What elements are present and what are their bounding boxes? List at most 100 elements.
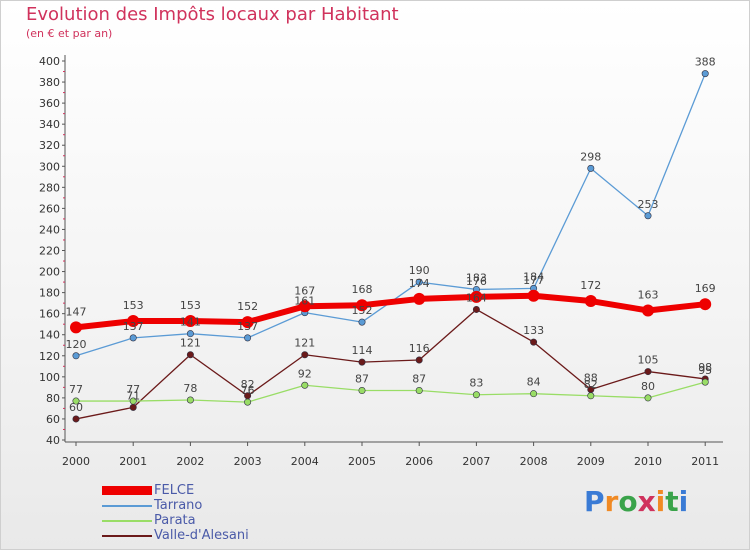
data-label-parata-2011: 95 — [698, 364, 712, 377]
legend-label-valle-d-alesani: Valle-d'Alesani — [154, 528, 249, 543]
series-line-tarrano — [75, 73, 706, 357]
y-tick-label-320: 320 — [39, 139, 60, 152]
point-valle-d-alesani-2005 — [358, 358, 366, 366]
data-label-tarrano-2002: 141 — [180, 316, 201, 329]
point-tarrano-2001 — [129, 334, 137, 342]
data-label-felce-2008: 177 — [523, 274, 544, 287]
point-tarrano-2005 — [358, 318, 366, 326]
data-label-tarrano-2006: 190 — [409, 264, 430, 277]
data-label-valle-d-alesani-2002: 121 — [180, 337, 201, 350]
point-parata-2008 — [530, 390, 538, 398]
y-tick-label-240: 240 — [39, 223, 60, 236]
point-parata-2006 — [415, 387, 423, 395]
x-tick-label-2011: 2011 — [691, 455, 719, 468]
point-felce-2007 — [470, 290, 483, 303]
point-parata-2004 — [301, 381, 309, 389]
data-label-parata-2010: 80 — [641, 380, 655, 393]
point-felce-2002 — [184, 315, 197, 328]
data-label-tarrano-2004: 161 — [294, 295, 315, 308]
point-tarrano-2009 — [587, 164, 595, 172]
x-tick-label-2002: 2002 — [176, 455, 204, 468]
data-label-tarrano-2001: 137 — [123, 320, 144, 333]
data-label-valle-d-alesani-2005: 114 — [352, 344, 373, 357]
point-parata-2001 — [129, 397, 137, 405]
point-valle-d-alesani-2007 — [472, 305, 480, 313]
data-label-tarrano-2003: 137 — [237, 320, 258, 333]
x-tick-label-2004: 2004 — [291, 455, 319, 468]
point-valle-d-alesani-2008 — [530, 338, 538, 346]
point-parata-2009 — [587, 392, 595, 400]
data-label-felce-2001: 153 — [123, 299, 144, 312]
data-label-felce-2002: 153 — [180, 299, 201, 312]
y-tick-label-80: 80 — [46, 392, 60, 405]
data-label-tarrano-2009: 298 — [580, 150, 601, 163]
chart-title: Evolution des Impôts locaux par Habitant — [26, 4, 399, 25]
y-tick-label-220: 220 — [39, 245, 60, 258]
x-tick-label-2009: 2009 — [577, 455, 605, 468]
y-tick-label-160: 160 — [39, 308, 60, 321]
data-label-valle-d-alesani-2010: 105 — [638, 354, 659, 367]
point-felce-2005 — [356, 299, 368, 312]
point-tarrano-2000 — [72, 352, 80, 360]
x-tick-label-2003: 2003 — [234, 455, 262, 468]
x-tick-label-2010: 2010 — [634, 455, 662, 468]
point-parata-2011 — [701, 378, 709, 386]
data-label-felce-2005: 168 — [352, 283, 373, 296]
point-tarrano-2003 — [244, 334, 252, 342]
data-label-parata-2002: 78 — [183, 382, 197, 395]
proxiti-logo: Proxiti — [584, 485, 689, 518]
point-valle-d-alesani-2006 — [415, 356, 423, 364]
data-label-parata-2009: 82 — [584, 378, 598, 391]
x-tick-label-2001: 2001 — [119, 455, 147, 468]
point-felce-2004 — [298, 300, 311, 313]
point-valle-d-alesani-2000 — [72, 415, 80, 423]
series-line-valle-d-alesani — [75, 308, 706, 420]
data-label-felce-2010: 163 — [638, 289, 659, 302]
point-parata-2005 — [358, 387, 366, 395]
y-tick-label-60: 60 — [46, 413, 60, 426]
point-felce-2011 — [699, 298, 712, 311]
data-label-valle-d-alesani-2004: 121 — [294, 337, 315, 350]
data-label-tarrano-2007: 183 — [466, 271, 487, 284]
data-label-felce-2011: 169 — [695, 282, 716, 295]
y-tick-label-260: 260 — [39, 202, 60, 215]
data-label-tarrano-2011: 388 — [695, 56, 716, 69]
data-label-valle-d-alesani-2008: 133 — [523, 324, 544, 337]
y-tick-label-120: 120 — [39, 350, 60, 363]
data-label-parata-2006: 87 — [412, 373, 426, 386]
point-tarrano-2010 — [644, 212, 652, 220]
data-label-tarrano-2005: 152 — [352, 304, 373, 317]
point-tarrano-2011 — [701, 70, 709, 78]
legend-swatch-felce — [102, 486, 152, 495]
data-label-valle-d-alesani-2006: 116 — [409, 342, 430, 355]
data-label-parata-2005: 87 — [355, 373, 369, 386]
point-felce-2003 — [241, 316, 254, 329]
data-label-valle-d-alesani-2003: 82 — [241, 378, 255, 391]
data-label-felce-2000: 147 — [66, 305, 87, 318]
data-label-parata-2003: 76 — [241, 384, 255, 397]
point-felce-2009 — [584, 295, 597, 308]
data-label-parata-2007: 83 — [469, 377, 483, 390]
x-tick-label-2000: 2000 — [62, 455, 90, 468]
series-line-felce — [75, 292, 706, 331]
data-label-tarrano-2008: 184 — [523, 270, 544, 283]
x-tick-label-2008: 2008 — [520, 455, 548, 468]
x-tick-label-2007: 2007 — [462, 455, 490, 468]
y-tick-label-280: 280 — [39, 181, 60, 194]
point-valle-d-alesani-2001 — [129, 403, 137, 411]
data-label-parata-2008: 84 — [527, 376, 541, 389]
data-label-tarrano-2000: 120 — [66, 338, 87, 351]
point-felce-2008 — [527, 289, 540, 302]
data-label-parata-2004: 92 — [298, 367, 312, 380]
series-line-parata — [76, 381, 706, 403]
y-tick-label-200: 200 — [39, 266, 60, 279]
legend-label-tarrano: Tarrano — [154, 498, 203, 513]
x-tick-label-2006: 2006 — [405, 455, 433, 468]
y-tick-label-180: 180 — [39, 287, 60, 300]
y-tick-label-380: 380 — [39, 76, 60, 89]
data-label-felce-2009: 172 — [580, 279, 601, 292]
y-tick-label-40: 40 — [46, 434, 60, 447]
point-parata-2007 — [472, 391, 480, 399]
